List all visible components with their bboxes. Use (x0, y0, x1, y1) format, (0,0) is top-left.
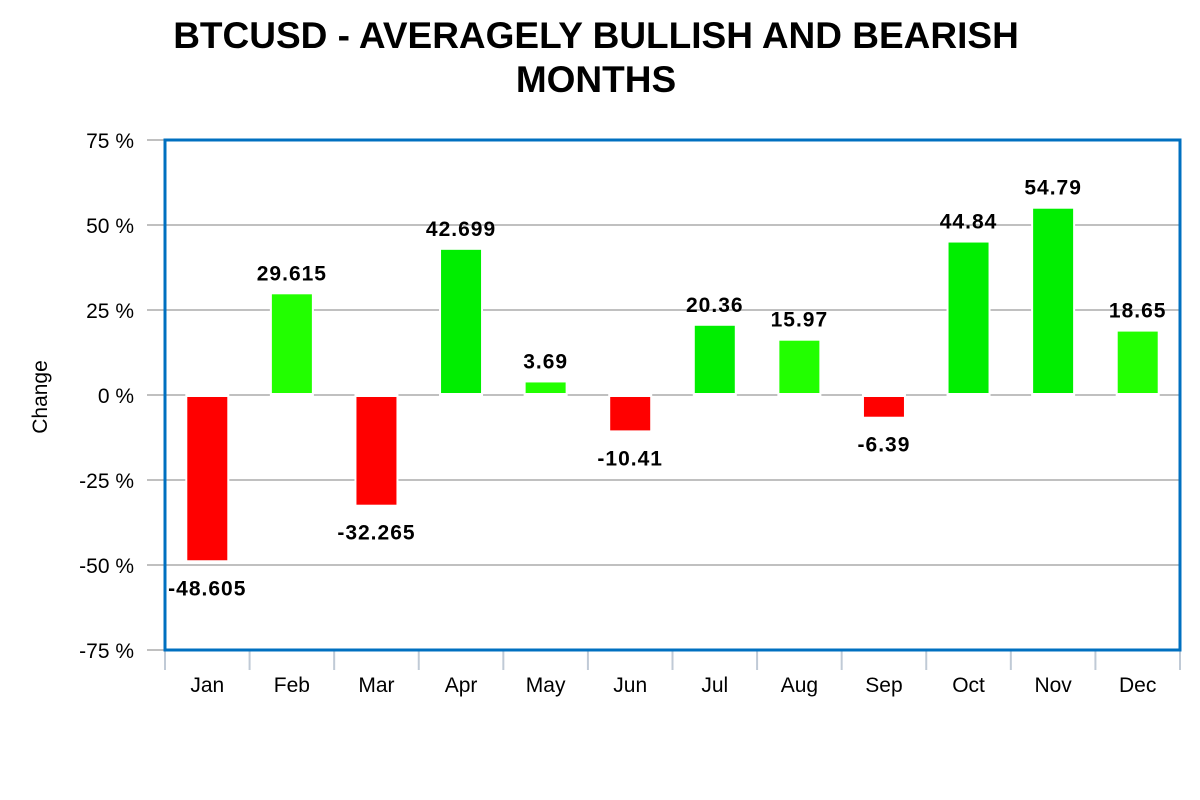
y-tick-label: 0 % (98, 385, 134, 408)
chart-title-line-1: BTCUSD - AVERAGELY BULLISH AND BEARISH (173, 15, 1019, 56)
x-tick-label: May (526, 674, 566, 697)
x-tick-label: Nov (1034, 674, 1072, 697)
bar-feb (271, 294, 312, 393)
y-axis-label: Change (29, 360, 52, 434)
chart-title-line-2: MONTHS (515, 59, 677, 100)
data-label: -10.41 (597, 447, 663, 470)
data-label: 15.97 (771, 309, 829, 332)
bar-jul (694, 325, 735, 393)
y-tick-label: -75 % (79, 640, 134, 663)
bar-dec (1117, 331, 1158, 393)
x-tick-label: Aug (781, 674, 818, 697)
bar-aug (779, 340, 820, 393)
bar-mar (356, 397, 397, 505)
data-label: -32.265 (337, 522, 415, 545)
x-tick-label: Mar (358, 674, 394, 697)
data-label: 3.69 (523, 350, 568, 373)
data-label: 42.699 (426, 218, 496, 241)
plot-frame (163, 138, 1182, 652)
x-tick-label: Oct (952, 674, 985, 697)
bar-nov (1033, 208, 1074, 393)
data-label: -6.39 (858, 434, 911, 457)
x-tick-label: Sep (865, 674, 902, 697)
data-label: 29.615 (257, 262, 327, 285)
y-tick-label: -50 % (79, 555, 134, 578)
x-tick-label: Jan (190, 674, 224, 697)
chart-title: BTCUSD - AVERAGELY BULLISH AND BEARISH M… (0, 14, 1192, 102)
data-label: 54.79 (1024, 177, 1082, 200)
bar-apr (441, 249, 482, 393)
y-tick-label: 75 % (86, 130, 134, 153)
x-tick-label: Feb (274, 674, 310, 697)
bar-may (525, 382, 566, 393)
y-tick-label: 50 % (86, 215, 134, 238)
bar-oct (948, 242, 989, 393)
data-label: 20.36 (686, 294, 744, 317)
x-tick-label: Apr (445, 674, 478, 697)
data-label: -48.605 (168, 577, 246, 600)
x-tick-label: Dec (1119, 674, 1156, 697)
y-tick-label: 25 % (86, 300, 134, 323)
x-tick-label: Jul (701, 674, 728, 697)
bar-jun (610, 397, 651, 431)
data-label: 44.84 (940, 211, 998, 234)
data-label: 18.65 (1109, 300, 1167, 323)
bar-sep (863, 397, 904, 417)
y-tick-label: -25 % (79, 470, 134, 493)
x-tick-label: Jun (613, 674, 647, 697)
bar-jan (187, 397, 228, 561)
